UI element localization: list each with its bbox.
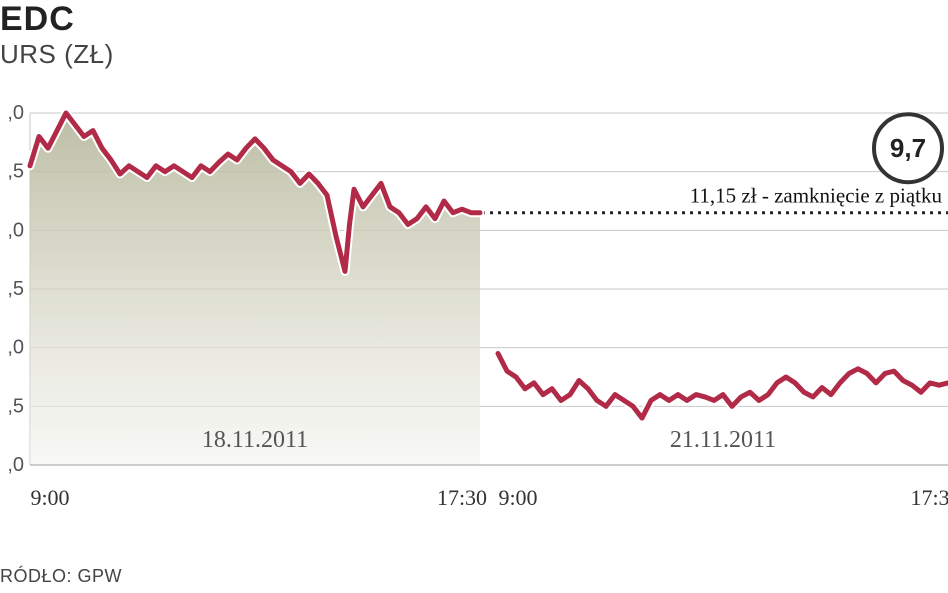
chart-header: EDC URS (ZŁ) — [0, 0, 114, 70]
chart-title: EDC — [0, 0, 114, 39]
svg-text:17:30: 17:30 — [437, 485, 487, 510]
price-chart: ,0 ,5 ,0 ,5 ,0 ,5 ,0 11,15 zł - zamknięcie z pi… — [0, 105, 948, 525]
svg-text:18.11.2011: 18.11.2011 — [202, 427, 308, 453]
svg-text:9:00: 9:00 — [498, 485, 537, 510]
svg-text:,0: ,0 — [7, 219, 24, 241]
chart-subtitle: URS (ZŁ) — [0, 39, 114, 70]
svg-text:9,7: 9,7 — [890, 133, 926, 163]
svg-text:,0: ,0 — [7, 454, 24, 476]
svg-text:,0: ,0 — [7, 337, 24, 359]
chart-svg: ,0 ,5 ,0 ,5 ,0 ,5 ,0 11,15 zł - zamknięcie z pi… — [0, 105, 948, 525]
svg-text:9:00: 9:00 — [30, 485, 69, 510]
svg-text:,5: ,5 — [7, 395, 24, 417]
svg-text:11,15 zł - zamknięcie z piątku: 11,15 zł - zamknięcie z piątku — [690, 184, 943, 208]
svg-text:,0: ,0 — [7, 105, 24, 124]
svg-text:,5: ,5 — [7, 278, 24, 300]
svg-text:,5: ,5 — [7, 161, 24, 183]
svg-text:17:3: 17:3 — [910, 485, 948, 510]
source-label: RÓDŁO: GPW — [0, 566, 122, 587]
svg-text:21.11.2011: 21.11.2011 — [670, 427, 776, 453]
